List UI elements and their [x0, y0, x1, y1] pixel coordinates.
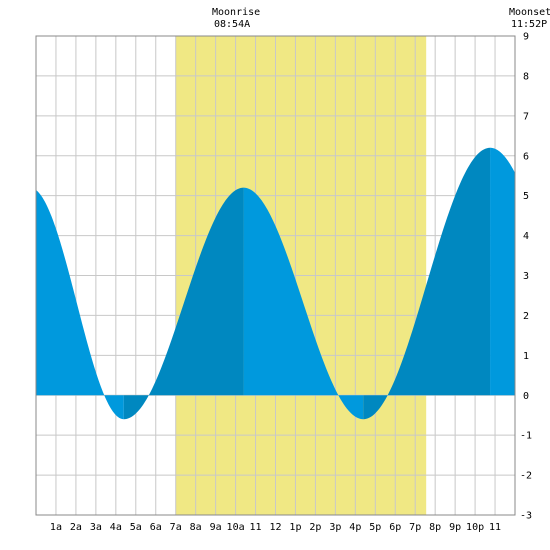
x-tick-label: 3p: [329, 522, 341, 533]
x-tick-label: 4a: [110, 522, 122, 533]
x-tick-label: 7p: [409, 522, 421, 533]
x-tick-label: 8p: [429, 522, 441, 533]
x-tick-label: 10p: [466, 522, 484, 533]
x-tick-label: 5p: [369, 522, 381, 533]
x-tick-label: 11: [250, 522, 262, 533]
x-tick-label: 9a: [210, 522, 222, 533]
y-tick-label: -1: [520, 431, 532, 442]
rising-tide-area: [123, 187, 244, 420]
x-tick-label: 9p: [449, 522, 461, 533]
moonrise-label: Moonrise: [212, 7, 261, 18]
x-axis-ticks: 1a 2a 3a 4a 5a 6a 7a 8a 9a 10a 11 12 1p 2p 3p 4p 5p 6p 7p 8…: [50, 522, 501, 533]
x-tick-label: 10a: [227, 522, 245, 533]
rising-tide-area: [363, 147, 491, 420]
x-tick-label: 2p: [309, 522, 321, 533]
moonset-label: Moonset: [509, 7, 550, 18]
y-tick-label: 7: [523, 111, 529, 122]
x-tick-label: 12: [269, 522, 281, 533]
x-tick-label: 11: [489, 522, 501, 533]
y-tick-label: -3: [520, 511, 532, 522]
x-tick-label: 1p: [289, 522, 301, 533]
x-tick-label: 8a: [190, 522, 202, 533]
falling-tide-area: [490, 147, 515, 396]
y-tick-label: 4: [523, 231, 529, 242]
y-tick-label: 2: [523, 311, 529, 322]
x-tick-label: 7a: [170, 522, 182, 533]
y-tick-label: -2: [520, 471, 532, 482]
x-tick-label: 4p: [349, 522, 361, 533]
x-tick-label: 6a: [150, 522, 162, 533]
x-tick-label: 6p: [389, 522, 401, 533]
x-tick-label: 3a: [90, 522, 102, 533]
moonset-time: 11:52P: [511, 19, 548, 30]
y-tick-label: 8: [523, 71, 529, 82]
y-tick-label: 3: [523, 271, 529, 282]
falling-tide-area: [243, 187, 364, 420]
plot-border: [35, 35, 516, 516]
y-tick-label: 5: [523, 191, 529, 202]
x-tick-label: 2a: [70, 522, 82, 533]
y-axis-ticks: -3 -2 -1 0 1 2 3 4 5 6 7 8 9: [520, 32, 532, 522]
falling-tide-area: [36, 190, 124, 420]
y-tick-label: 1: [523, 351, 529, 362]
moonrise-time: 08:54A: [214, 19, 251, 30]
y-tick-label: 6: [523, 151, 529, 162]
x-tick-label: 5a: [130, 522, 142, 533]
y-tick-label: 9: [523, 32, 529, 43]
x-tick-label: 1a: [50, 522, 62, 533]
y-tick-label: 0: [523, 391, 529, 402]
tide-areas: [36, 147, 515, 420]
